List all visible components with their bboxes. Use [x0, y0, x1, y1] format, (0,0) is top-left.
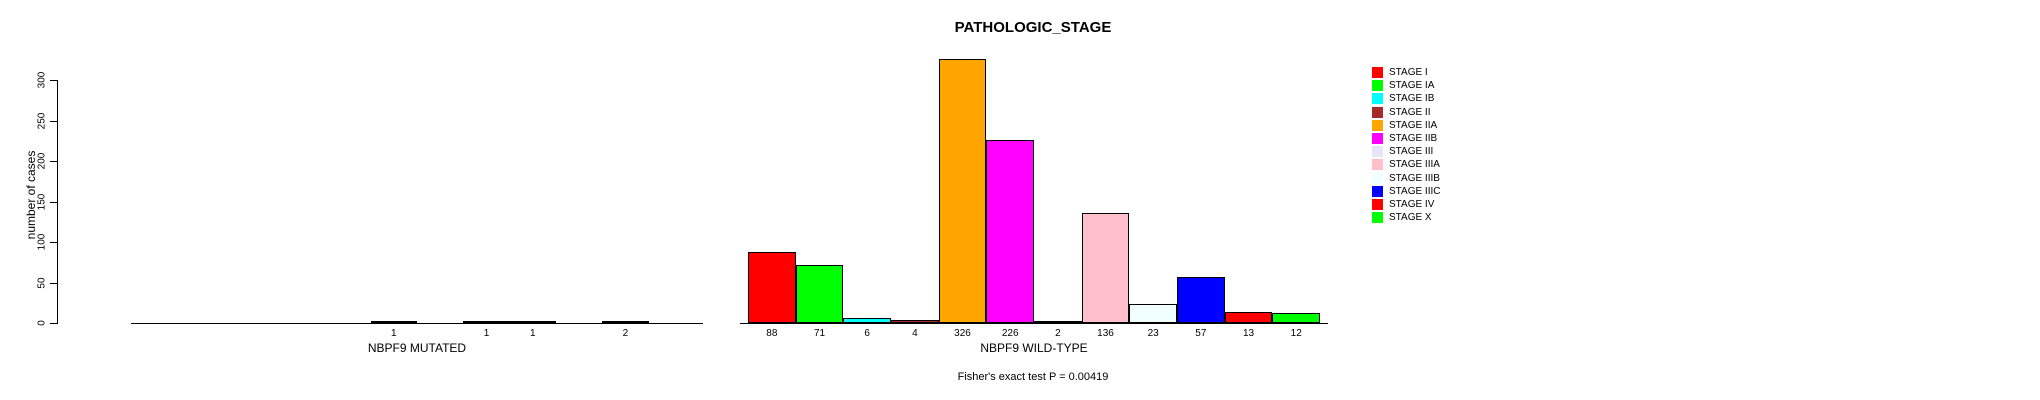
legend-swatch-stage-ia: [1372, 80, 1383, 92]
bar-count-label: 226: [1001, 328, 1019, 339]
bar-stage-iv: [1224, 312, 1273, 323]
legend-item-stage-ia: STAGE IA: [1372, 79, 1441, 92]
legend-item-stage-iia: STAGE IIA: [1372, 119, 1441, 132]
bar-count-label: 2: [1055, 328, 1061, 339]
legend-label: STAGE IIIB: [1389, 172, 1440, 184]
y-axis-tick-label: 50: [36, 276, 48, 289]
legend-swatch-stage-ii: [1372, 106, 1383, 118]
bar-stage-iiib: [509, 321, 556, 323]
bar-count-label: 71: [813, 328, 826, 339]
bar-count-label: 88: [766, 328, 778, 339]
legend-item-stage-i: STAGE I: [1372, 66, 1441, 79]
bar-count-label: 12: [1290, 328, 1302, 339]
y-axis-tick: [50, 282, 57, 284]
x-axis-line-nbpf9-wild-type: [740, 323, 1328, 324]
legend-item-stage-ii: STAGE II: [1372, 106, 1441, 119]
y-axis-tick: [50, 201, 57, 203]
bar-count-label: 2: [622, 328, 629, 339]
legend-swatch-stage-i: [1372, 67, 1383, 79]
legend-swatch-stage-iiia: [1372, 159, 1383, 171]
legend-item-stage-x: STAGE X: [1372, 211, 1441, 224]
bar-stage-ia: [795, 265, 844, 323]
legend: STAGE I STAGE IA STAGE IB STAGE II STAGE IIA…: [1372, 66, 1441, 224]
chart-title: PATHOLOGIC_STAGE: [954, 19, 1112, 36]
fisher-test-annotation: Fisher's exact test P = 0.00419: [957, 371, 1109, 383]
bar-count-label: 23: [1147, 328, 1159, 339]
bar-stage-iv: [602, 321, 649, 323]
legend-item-stage-iiic: STAGE IIIC: [1372, 185, 1441, 198]
y-axis-tick: [50, 161, 57, 162]
legend-label: STAGE III: [1389, 146, 1434, 158]
y-axis-tick-label: 100: [36, 233, 48, 251]
x-axis-group-label-mutated: NBPF9 MUTATED: [367, 341, 467, 355]
legend-label: STAGE I: [1389, 67, 1428, 79]
bar-stage-iib: [986, 139, 1034, 323]
bar-count-label: 1: [391, 328, 397, 339]
legend-label: STAGE IB: [1389, 93, 1435, 105]
bar-count-label: 326: [954, 328, 971, 339]
bar-stage-ib: [843, 318, 891, 323]
y-axis-tick-label: 200: [36, 152, 48, 170]
legend-swatch-stage-iii: [1372, 146, 1383, 158]
bar-stage-ii: [891, 319, 939, 323]
x-axis-line-nbpf9-mutated: [131, 323, 703, 324]
y-axis-line: [57, 80, 58, 324]
legend-label: STAGE IIA: [1389, 119, 1438, 131]
legend-item-stage-iib: STAGE IIB: [1372, 132, 1441, 145]
bar-stage-iiic: [1177, 276, 1225, 323]
bar-stage-iiia: [1081, 212, 1130, 323]
legend-label: STAGE IIIC: [1389, 185, 1441, 197]
legend-swatch-stage-x: [1372, 212, 1383, 224]
legend-swatch-stage-iv: [1372, 198, 1383, 210]
y-axis-title: number of cases: [24, 150, 38, 240]
legend-item-stage-iiia: STAGE IIIA: [1372, 158, 1441, 171]
bar-stage-i: [748, 251, 796, 323]
legend-swatch-stage-iiib: [1372, 172, 1383, 184]
legend-label: STAGE IA: [1389, 80, 1435, 92]
y-axis-tick: [50, 323, 57, 324]
y-axis-tick: [50, 242, 57, 243]
bar-stage-iiib: [1129, 304, 1178, 323]
bar-count-label: 1: [530, 328, 536, 339]
bar-stage-iiia: [463, 321, 510, 323]
legend-label: STAGE IIIA: [1389, 159, 1440, 171]
legend-label: STAGE II: [1389, 106, 1431, 118]
y-axis-tick-label: 250: [36, 112, 48, 129]
legend-swatch-stage-iia: [1372, 119, 1383, 131]
legend-label: STAGE X: [1389, 212, 1432, 224]
bar-stage-iib: [370, 321, 417, 323]
y-axis-tick: [50, 120, 57, 122]
y-axis-tick-label: 300: [36, 71, 48, 89]
legend-swatch-stage-iiic: [1372, 185, 1383, 197]
legend-item-stage-iii: STAGE III: [1372, 145, 1441, 158]
legend-item-stage-ib: STAGE IB: [1372, 92, 1441, 105]
legend-item-stage-iv: STAGE IV: [1372, 198, 1441, 211]
bar-stage-x: [1272, 313, 1321, 323]
x-axis-group-label-wildtype: NBPF9 WILD-TYPE: [980, 341, 1088, 355]
y-axis-tick-label: 150: [36, 193, 48, 210]
bar-stage-iia: [938, 58, 987, 323]
bar-count-label: 57: [1195, 328, 1207, 339]
bar-count-label: 13: [1242, 328, 1255, 339]
legend-swatch-stage-iib: [1372, 133, 1383, 145]
y-axis-tick-label: 0: [36, 320, 48, 326]
legend-swatch-stage-ib: [1372, 93, 1383, 105]
y-axis-tick: [50, 80, 57, 81]
legend-label: STAGE IV: [1389, 198, 1435, 210]
bar-count-label: 136: [1097, 328, 1114, 339]
legend-label: STAGE IIB: [1389, 133, 1438, 145]
bar-count-label: 6: [864, 328, 870, 339]
bar-count-label: 1: [483, 328, 490, 339]
bar-count-label: 4: [912, 328, 918, 339]
bar-stage-iii: [1034, 321, 1082, 323]
legend-item-stage-iiib: STAGE IIIB: [1372, 172, 1441, 185]
